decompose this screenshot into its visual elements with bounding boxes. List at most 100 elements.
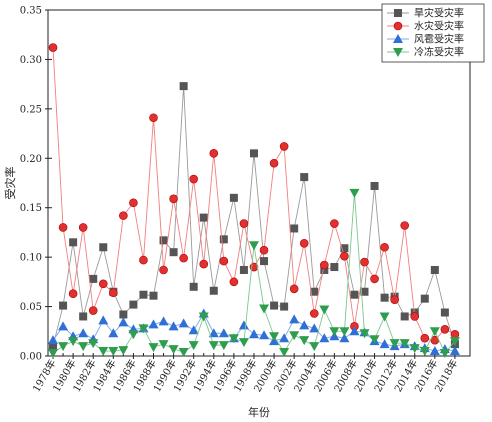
data-point [98,279,108,289]
data-point [339,333,350,343]
data-point [218,341,229,351]
data-point [400,312,409,321]
data-point [209,286,218,295]
y-tick-label: 0.30 [20,55,42,66]
data-point [380,293,389,302]
data-point [148,343,159,353]
data-point [108,347,119,357]
data-point [159,265,168,275]
data-point [58,321,69,331]
data-point [239,219,249,228]
series-line [52,86,456,347]
data-point [309,342,320,352]
data-point [228,334,239,344]
data-point [168,321,179,331]
data-point [339,327,350,337]
data-point [178,348,189,358]
y-axis-title: 受灾率 [3,167,17,200]
data-point [248,241,259,251]
data-point [259,304,270,314]
data-point [289,331,300,341]
data-point [199,259,209,269]
data-point [238,320,249,330]
y-tick-label: 0.15 [20,203,42,214]
data-point [400,221,409,230]
data-point [279,142,289,151]
legend-label: 旱灾受灾率 [414,7,464,20]
data-point [260,257,269,266]
data-point [158,316,169,326]
data-point [149,291,158,300]
data-point [59,301,68,310]
data-point [359,329,370,339]
data-point [299,239,309,248]
data-point [68,337,79,347]
data-point [340,251,349,261]
data-point [319,333,330,343]
data-point [79,312,88,321]
data-point [219,235,228,244]
data-point [68,289,78,299]
data-point [189,282,198,291]
data-point [138,324,149,334]
data-point [208,341,219,351]
data-point [289,284,299,294]
data-point [229,277,239,287]
plot-frame [47,9,471,357]
data-point [248,329,259,339]
data-point [178,318,189,328]
data-point [78,223,88,232]
data-point [209,149,219,158]
data-point [420,333,430,343]
data-point [188,341,199,351]
data-point [350,290,359,299]
data-point [48,349,59,359]
y-tick-label: 0.05 [20,302,42,313]
data-point [89,274,98,283]
data-point [330,219,339,228]
data-point [390,295,399,304]
data-point [380,242,389,252]
y-tick-label: 0.00 [20,352,42,363]
data-point [48,43,58,52]
legend-label: 水灾受灾率 [414,20,464,33]
data-point [300,173,309,182]
data-point [98,347,109,357]
data-point [78,342,89,352]
data-point [289,314,300,324]
data-point [330,263,339,272]
data-point [139,290,148,299]
data-point [218,328,229,338]
data-point [128,330,139,340]
data-point [58,342,69,352]
data-point [129,300,138,309]
data-point [280,302,289,311]
data-point [320,265,329,274]
data-point [118,317,129,327]
data-point [310,287,319,296]
legend-label: 风雹受灾率 [414,33,464,46]
data-point [49,342,58,351]
y-tick-label: 0.35 [20,6,42,17]
data-point [369,335,380,345]
data-point [168,345,179,355]
data-point [269,332,280,342]
data-point [429,346,440,356]
data-point [179,82,188,91]
legend-marker [393,21,403,31]
data-point [108,328,119,338]
data-point [179,253,188,263]
legend-marker [394,9,402,17]
data-point [279,333,290,343]
data-point [78,328,89,338]
data-point [239,265,248,274]
data-point [419,347,430,357]
data-point [188,325,199,335]
series-4 [48,188,460,359]
y-tick-label: 0.10 [20,253,42,264]
data-point [349,326,360,336]
data-point [229,193,238,202]
data-point [149,113,158,123]
